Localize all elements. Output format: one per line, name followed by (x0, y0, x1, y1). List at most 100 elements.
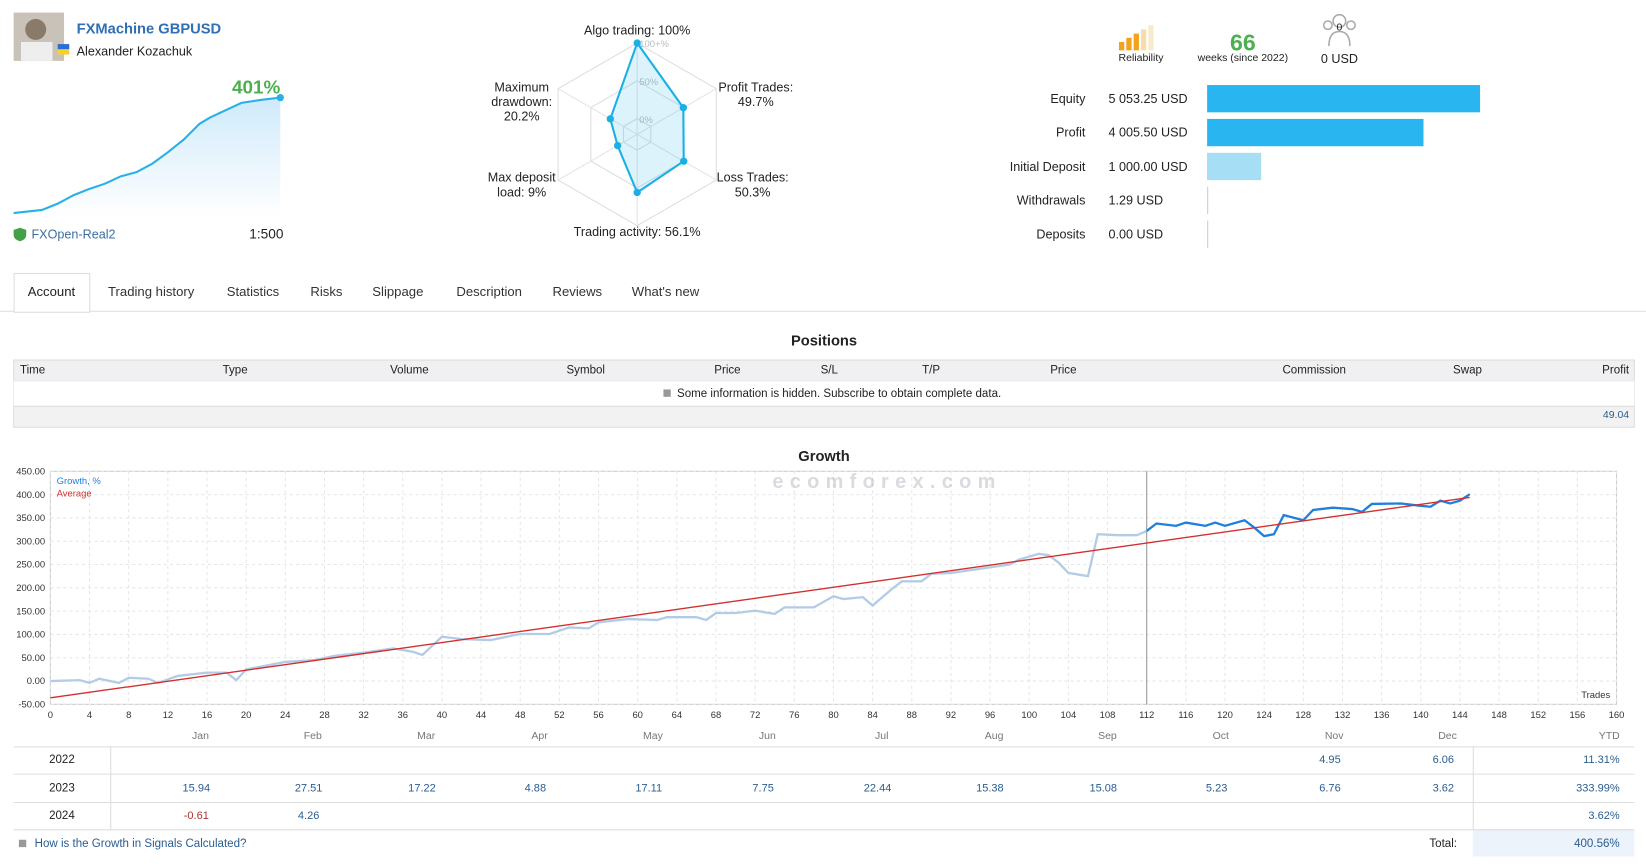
balance-value: 1 000.00 USD (1108, 159, 1188, 174)
x-tick-label: 156 (1570, 710, 1586, 721)
tab[interactable]: Account (27, 284, 76, 300)
y-tick-label: 400.00 (16, 490, 45, 501)
help-link[interactable]: How is the Growth in Signals Calculated? (34, 837, 247, 851)
series-line (50, 496, 1470, 699)
ytd: 11.31% (1583, 753, 1620, 767)
balance-label: Equity (1050, 91, 1086, 107)
weeks: 66 (1229, 29, 1256, 56)
month-value: 15.94 (182, 781, 211, 795)
x-tick-label: 72 (750, 710, 761, 721)
balance-label: Initial Deposit (1009, 159, 1086, 174)
year: 2022 (49, 753, 75, 767)
x-tick-label: 56 (593, 710, 604, 721)
tab[interactable]: What's new (631, 284, 700, 300)
flag (57, 49, 70, 55)
x-tick-label: 12 (163, 710, 174, 721)
x-tick-label: 60 (632, 710, 643, 721)
y-tick-label: 50.00 (22, 653, 46, 664)
month-value: 7.75 (752, 781, 774, 795)
tab[interactable]: Reviews (552, 284, 603, 300)
column-header: Type (222, 364, 248, 377)
tab[interactable]: Slippage (372, 284, 424, 300)
x-tick-label: 160 (1609, 710, 1625, 721)
radar-label: Loss Trades: 50.3% (716, 170, 789, 200)
column-header: Volume (390, 364, 429, 377)
balance-label: Deposits (1036, 226, 1086, 242)
legend-entry: Average (57, 489, 92, 500)
radar-label: Trading activity: 56.1% (573, 224, 701, 240)
month-header: Apr (531, 730, 548, 743)
month-header: Feb (303, 730, 322, 743)
sparkline (13, 96, 281, 215)
ytd: 3.62% (1588, 809, 1620, 822)
tab[interactable]: Description (456, 284, 522, 300)
positions-notice: Some information is hidden. Subscribe to… (677, 387, 1002, 400)
radar-point (633, 188, 641, 197)
title: FXMachine GBPUSD (76, 19, 222, 37)
month-header: Nov (1324, 730, 1344, 743)
balance-label: Withdrawals (1016, 193, 1086, 208)
x-tick-label: 84 (867, 710, 878, 721)
reliability-label: Reliability (1118, 52, 1164, 65)
month-value: -0.61 (183, 809, 209, 822)
year: 2024 (49, 809, 75, 822)
sparkline-end (276, 93, 284, 102)
leverage: 1:500 (249, 225, 284, 242)
month-header: Jul (875, 730, 889, 743)
year: 2023 (49, 781, 75, 795)
tab[interactable]: Statistics (226, 284, 280, 300)
x-tick-label: 64 (672, 710, 683, 721)
balance-value: 0.00 USD (1108, 226, 1164, 242)
x-tick-label: 120 (1217, 710, 1233, 721)
y-tick-label: 200.00 (16, 583, 45, 594)
x-tick-label: 32 (358, 710, 369, 721)
x-tick-label: 52 (554, 710, 565, 721)
x-tick-label: 36 (398, 710, 409, 721)
column-header: S/L (820, 364, 838, 377)
x-tick-label: 128 (1295, 710, 1311, 721)
radar-area (609, 40, 685, 195)
series-line (50, 493, 1471, 685)
x-tick-label: 80 (828, 710, 839, 721)
y-tick-label: 100.00 (16, 630, 45, 641)
month-value: 27.51 (294, 781, 323, 795)
radar-spoke (557, 88, 638, 135)
y-tick-label: 300.00 (16, 536, 45, 547)
month-header: YTD (1598, 730, 1620, 743)
growth-total: 401% (231, 76, 281, 98)
subscribers: 0 (1336, 22, 1343, 34)
positions-total-bg (13, 405, 1635, 428)
author: Alexander Kozachuk (76, 44, 193, 59)
tab[interactable]: Trading history (108, 284, 195, 300)
month-header: Oct (1212, 730, 1229, 743)
x-tick-label: 96 (985, 710, 996, 721)
x-tick-label: 16 (202, 710, 212, 721)
x-tick-label: 144 (1452, 710, 1468, 721)
balance-bar (1207, 85, 1481, 113)
x-tick-label: 4 (87, 710, 92, 721)
y-tick-label: 150.00 (16, 606, 45, 617)
radar-ring-label: 0% (639, 115, 653, 126)
month-value: 22.44 (863, 781, 892, 795)
x-tick-label: 116 (1178, 710, 1193, 721)
month-value: 6.06 (1432, 753, 1455, 767)
month-value: 5.23 (1205, 781, 1228, 795)
radar-label: Profit Trades: 49.7% (718, 79, 794, 110)
month-header: Dec (1438, 730, 1457, 743)
x-axis-label: Trades (1581, 690, 1610, 701)
avatar-face (25, 18, 47, 40)
total: 400.56% (1574, 837, 1620, 851)
x-tick-label: 76 (789, 710, 800, 721)
balance-bar (1207, 152, 1262, 181)
month-header: Jun (758, 730, 776, 743)
radar-point (606, 115, 614, 123)
tab[interactable]: Risks (310, 284, 343, 300)
reliability-icon (1118, 25, 1154, 51)
y-tick-label: 350.00 (16, 513, 45, 524)
radar-label: Algo trading: 100% (583, 23, 691, 38)
broker[interactable]: FXOpen-Real2 (31, 226, 116, 242)
month-value: 3.62 (1432, 781, 1455, 795)
radar-spoke (636, 133, 717, 181)
